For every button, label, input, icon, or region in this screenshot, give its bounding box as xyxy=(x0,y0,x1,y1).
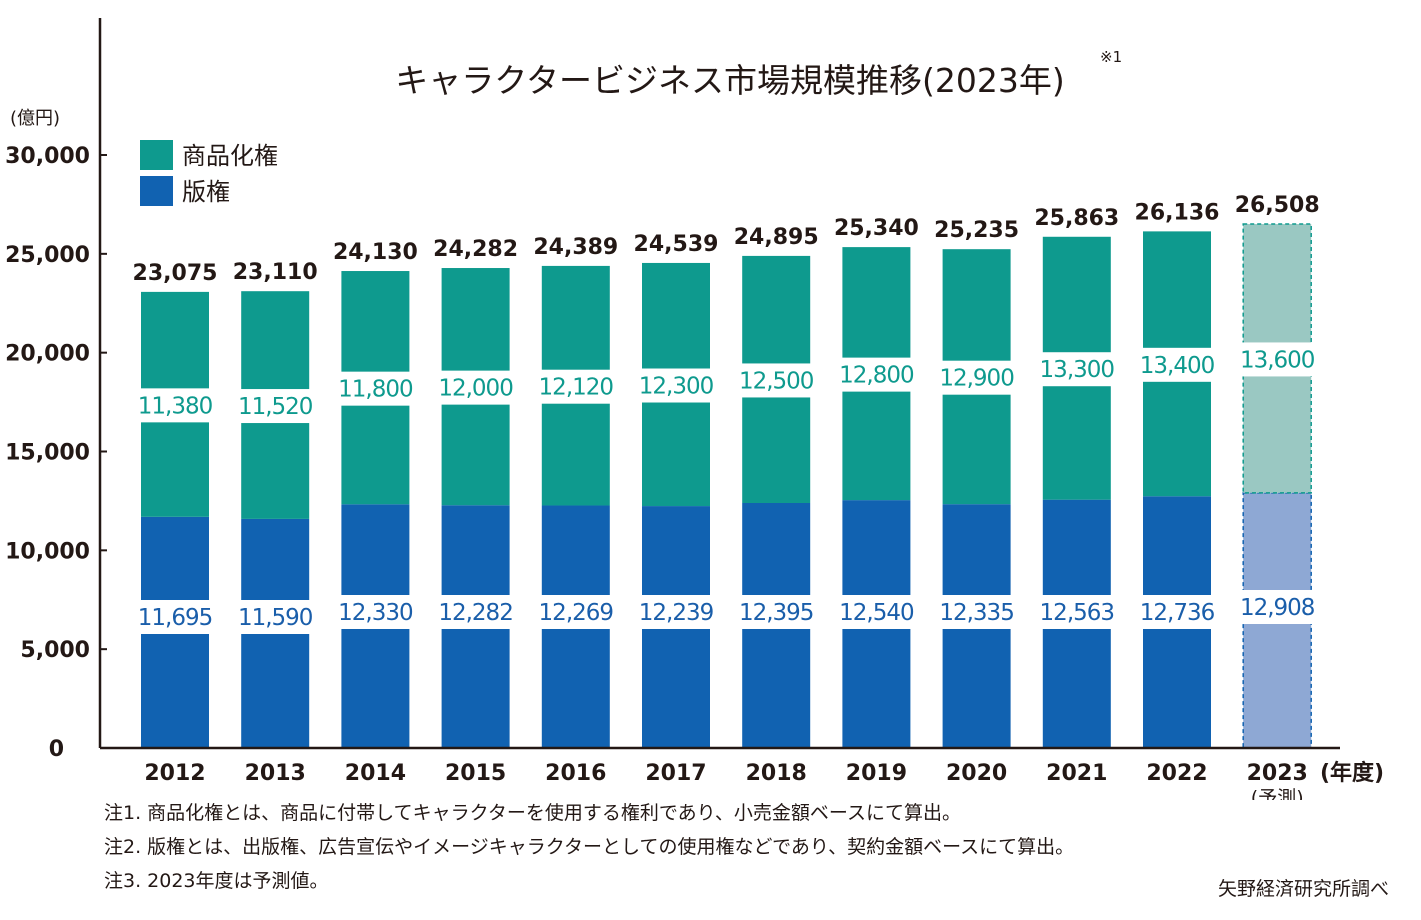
data-label-publish: 12,335 xyxy=(939,600,1013,626)
label-bg-merch xyxy=(1239,342,1316,377)
data-label-publish: 12,239 xyxy=(639,600,714,626)
label-bg-merch xyxy=(1139,347,1215,382)
label-bg-merch xyxy=(137,388,213,423)
label-bg-merch xyxy=(738,363,815,398)
total-label: 25,340 xyxy=(834,216,919,241)
label-bg-publish xyxy=(237,600,314,634)
data-label-merch: 13,600 xyxy=(1240,347,1315,373)
label-bg-publish xyxy=(738,595,815,629)
data-label-merch: 13,400 xyxy=(1140,353,1215,379)
x-tick-label: 2023 xyxy=(1247,761,1308,786)
y-tick-label: 10,000 xyxy=(5,539,90,564)
data-label-merch: 11,520 xyxy=(238,394,313,420)
x-tick-label: 2020 xyxy=(946,761,1007,786)
y-tick-label: 15,000 xyxy=(5,441,90,466)
legend-swatch-merch xyxy=(140,140,173,170)
label-bg-merch xyxy=(537,369,614,404)
x-tick-label: 2015 xyxy=(445,761,506,786)
data-label-publish: 12,736 xyxy=(1140,600,1215,626)
chart-title: キャラクタービジネス市場規模推移(2023年) ※1 xyxy=(395,48,1122,100)
data-label-publish: 11,695 xyxy=(138,605,212,631)
y-tick-label: 30,000 xyxy=(5,144,90,169)
x-tick-label: 2014 xyxy=(345,761,406,786)
total-label: 24,895 xyxy=(734,225,819,250)
data-label-publish: 12,282 xyxy=(438,600,512,626)
total-label: 24,282 xyxy=(433,237,518,262)
legend: 商品化権 版権 xyxy=(140,140,278,206)
data-label-merch: 12,900 xyxy=(939,366,1014,392)
market-size-chart: キャラクタービジネス市場規模推移(2023年) ※1 (億円) 商品化権 版権 … xyxy=(5,18,1384,800)
x-tick-label: 2017 xyxy=(645,761,706,786)
label-bg-publish xyxy=(1239,590,1316,624)
y-axis-ticks: 0 5,000 10,000 15,000 20,000 25,000 30,000 xyxy=(5,144,107,762)
data-label-publish: 12,540 xyxy=(839,600,914,626)
legend-label-publish: 版権 xyxy=(182,178,230,206)
x-tick-label: 2013 xyxy=(245,761,306,786)
total-label: 26,136 xyxy=(1135,200,1220,225)
total-label: 26,508 xyxy=(1235,193,1320,218)
label-bg-publish xyxy=(437,595,514,629)
x-axis-ticks: 2012 2013 2014 2015 2016 2017 2018 2019 2020 2021… xyxy=(144,761,1307,800)
data-label-merch: 12,800 xyxy=(839,363,914,389)
data-label-merch: 11,380 xyxy=(138,393,213,419)
data-label-publish: 11,590 xyxy=(238,605,313,631)
footnote-2: 注2. 版権とは、出版権、広告宣伝やイメージキャラクターとしての使用権などであり… xyxy=(104,836,1075,858)
y-axis-unit-label: (億円) xyxy=(10,108,60,129)
x-tick-label: 2012 xyxy=(144,761,205,786)
footnote-3: 注3. 2023年度は予測値。 xyxy=(104,870,329,892)
data-label-publish: 12,563 xyxy=(1040,600,1114,626)
total-label: 24,389 xyxy=(533,235,618,260)
label-bg-publish xyxy=(537,595,614,629)
total-label: 24,539 xyxy=(634,232,719,257)
x-tick-label: 2021 xyxy=(1046,761,1107,786)
label-bg-publish xyxy=(838,595,915,629)
label-bg-publish xyxy=(638,595,714,629)
total-label: 23,110 xyxy=(233,260,318,285)
data-label-publish: 12,908 xyxy=(1240,595,1315,621)
y-tick-label: 5,000 xyxy=(20,638,90,663)
x-tick-label: 2022 xyxy=(1146,761,1207,786)
total-label: 24,130 xyxy=(333,240,418,265)
label-bg-merch xyxy=(1038,352,1115,387)
y-tick-label: 25,000 xyxy=(5,243,90,268)
y-tick-label: 0 xyxy=(49,737,64,762)
data-label-merch: 12,000 xyxy=(438,376,513,402)
label-bg-merch xyxy=(838,357,915,392)
x-tick-label: 2016 xyxy=(545,761,606,786)
title-note-mark: ※1 xyxy=(1100,48,1122,66)
label-bg-merch xyxy=(638,368,714,403)
x-tick-sublabel-forecast: (予測) xyxy=(1251,787,1304,800)
source-credit: 矢野経済研究所調べ xyxy=(1217,878,1389,900)
label-bg-merch xyxy=(237,389,314,424)
data-label-merch: 12,120 xyxy=(539,375,614,401)
data-label-merch: 11,800 xyxy=(338,377,413,403)
label-bg-merch xyxy=(437,370,514,405)
label-bg-publish xyxy=(1139,595,1215,629)
chart-title-text: キャラクタービジネス市場規模推移(2023年) xyxy=(395,61,1064,100)
x-tick-label: 2018 xyxy=(746,761,807,786)
footnote-1: 注1. 商品化権とは、商品に付帯してキャラクターを使用する権利であり、小売金額ベ… xyxy=(104,802,961,824)
x-tick-label: 2019 xyxy=(846,761,907,786)
label-bg-publish xyxy=(938,595,1015,629)
label-bg-merch xyxy=(938,360,1015,395)
label-bg-merch xyxy=(337,371,414,406)
bars: 11,695 11,380 23,075 11,590 11,520 23,110 12,3… xyxy=(133,193,1320,749)
label-bg-publish xyxy=(337,595,414,629)
total-label: 23,075 xyxy=(133,261,218,286)
legend-swatch-publish xyxy=(140,176,173,206)
data-label-merch: 13,300 xyxy=(1040,357,1115,383)
axes xyxy=(98,18,1340,750)
legend-label-merch: 商品化権 xyxy=(182,142,278,170)
total-label: 25,863 xyxy=(1034,206,1119,231)
total-label: 25,235 xyxy=(934,218,1019,243)
label-bg-publish xyxy=(137,600,213,634)
data-label-publish: 12,330 xyxy=(338,600,413,626)
data-label-publish: 12,269 xyxy=(539,600,614,626)
data-label-merch: 12,300 xyxy=(639,374,714,400)
y-tick-label: 20,000 xyxy=(5,342,90,367)
data-label-merch: 12,500 xyxy=(739,368,814,394)
label-bg-publish xyxy=(1038,595,1115,629)
x-axis-unit-label: (年度) xyxy=(1320,760,1384,786)
data-label-publish: 12,395 xyxy=(739,600,813,626)
